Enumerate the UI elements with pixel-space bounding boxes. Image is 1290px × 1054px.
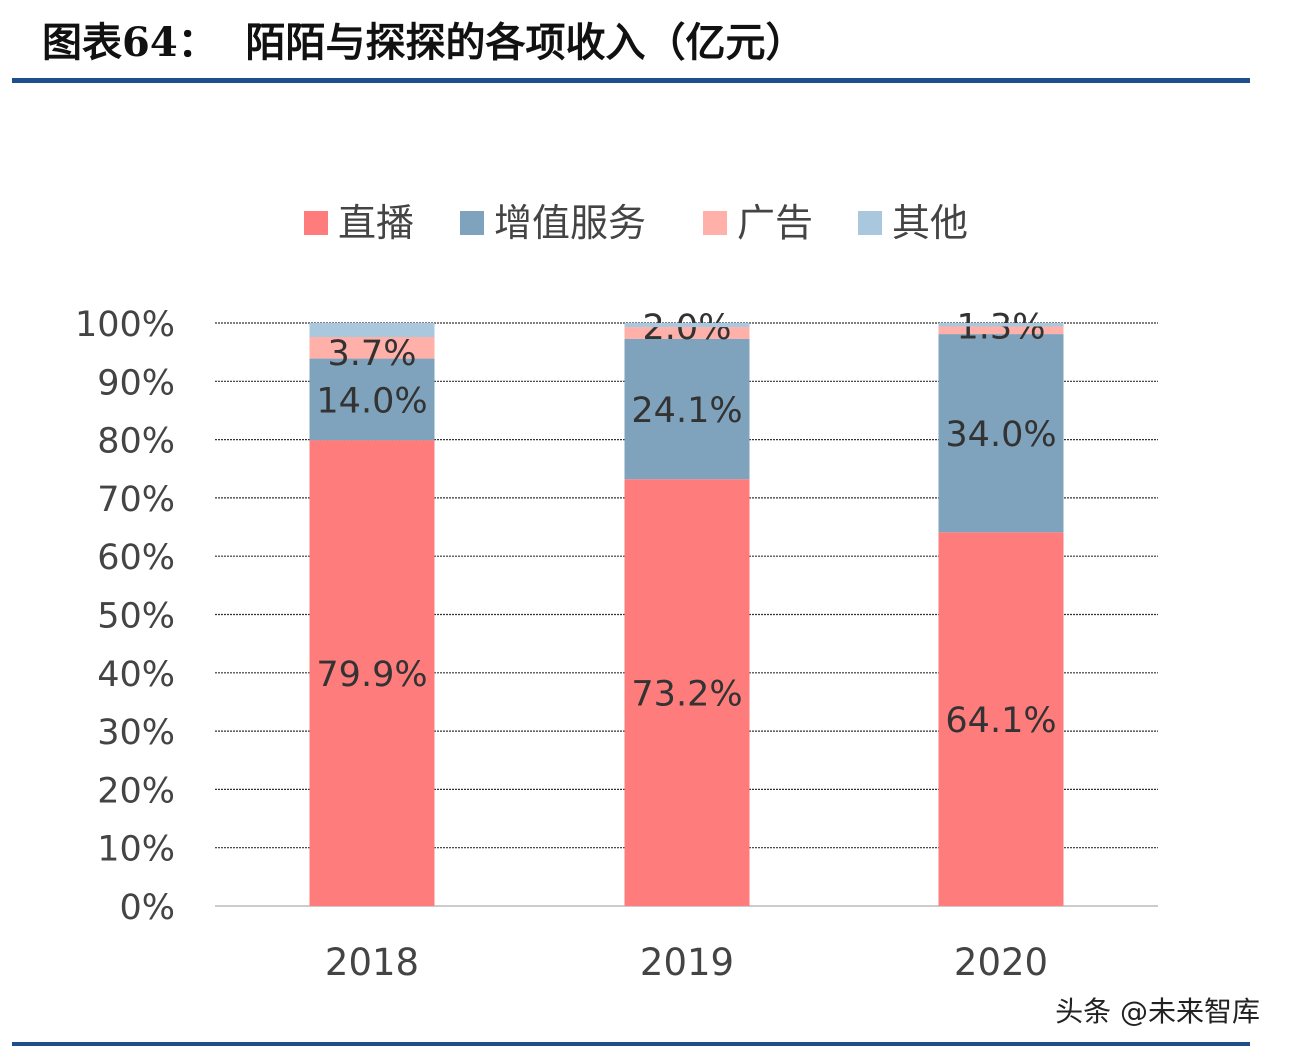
bar-segment-2019-直播 [624,479,750,906]
figure-title: 图表64： 陌陌与探探的各项收入（亿元） [42,19,806,66]
y-tick-label: 30% [97,713,175,753]
legend-swatch-其他 [858,211,882,235]
bar-segment-2018-增值服务 [309,358,435,441]
data-label: 2.0% [643,308,732,348]
bar-segment-2020-其他 [938,323,1064,327]
data-label: 1.3% [957,307,1046,347]
y-tick-label: 50% [97,597,175,637]
data-label: 14.0% [316,381,427,421]
y-tick-label: 80% [97,422,175,462]
y-tick-label: 100% [75,305,175,345]
y-tick-label: 10% [97,830,175,870]
legend-label: 增值服务 [494,201,646,245]
bar-segment-2019-其他 [624,323,750,328]
y-tick-label: 70% [97,480,175,520]
y-tick-label: 60% [97,538,175,578]
top-rule [12,78,1250,83]
y-tick-label: 90% [97,363,175,403]
bar-segment-2020-直播 [938,532,1064,906]
bar-segment-2020-增值服务 [938,334,1064,533]
x-tick-label: 2018 [325,941,419,984]
legend-swatch-广告 [703,211,727,235]
x-tick-label: 2019 [640,941,734,984]
data-label: 79.9% [316,655,427,695]
bottom-rule [12,1042,1250,1046]
legend-label: 其他 [892,201,968,245]
y-tick-label: 20% [97,771,175,811]
legend-swatch-直播 [304,211,328,235]
bar-segment-2020-广告 [938,326,1064,335]
bar-segment-2019-广告 [624,327,750,339]
legend-label: 直播 [338,201,414,245]
data-label: 73.2% [631,675,742,715]
y-tick-label: 0% [119,888,175,928]
bar-segment-2018-直播 [309,440,435,906]
bar-segment-2019-增值服务 [624,338,750,480]
watermark: 头条 @未来智库 [1055,995,1260,1028]
data-label: 64.1% [945,701,1056,741]
bar-segment-2018-其他 [309,323,435,337]
legend-label: 广告 [737,201,813,245]
bar-segment-2018-广告 [309,336,435,359]
data-label: 24.1% [631,391,742,431]
x-tick-label: 2020 [954,941,1048,984]
y-tick-label: 40% [97,655,175,695]
legend-swatch-增值服务 [460,211,484,235]
data-label: 3.7% [328,334,417,374]
data-label: 34.0% [945,415,1056,455]
